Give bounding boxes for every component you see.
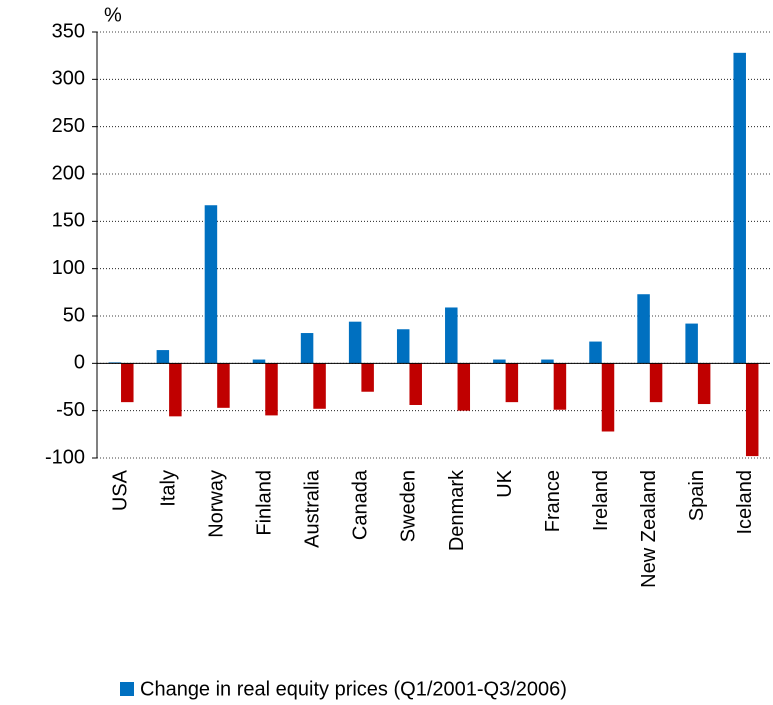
x-tick-label: Australia: [302, 469, 324, 548]
x-tick-label: Sweden: [398, 470, 420, 542]
x-tick-label: Ireland: [590, 470, 612, 531]
bar: [361, 363, 374, 392]
y-tick-label: 100: [52, 257, 85, 279]
legend-swatch: [120, 682, 134, 696]
bar: [601, 363, 615, 432]
y-tick-label: 200: [52, 162, 85, 184]
x-tick-label: France: [542, 470, 564, 532]
bar: [265, 363, 278, 416]
bar: [589, 341, 602, 364]
bar: [505, 363, 519, 403]
x-tick-label: Finland: [254, 470, 276, 536]
x-tick-label: USA: [109, 469, 131, 511]
bar: [685, 323, 698, 364]
bar: [300, 333, 314, 364]
y-tick-label: 250: [52, 115, 85, 137]
bar: [733, 52, 746, 364]
y-tick-label: 0: [74, 352, 85, 374]
bar: [252, 359, 266, 364]
bar: [217, 363, 230, 408]
bar: [445, 307, 458, 364]
bar: [409, 363, 422, 405]
bar: [493, 359, 506, 364]
y-tick-label: 300: [52, 68, 85, 90]
bar: [457, 363, 471, 411]
y-tick-label: 150: [52, 210, 85, 232]
bar: [348, 321, 362, 364]
bar: [649, 363, 663, 403]
bar: [745, 363, 759, 457]
x-tick-label: Spain: [686, 470, 708, 521]
y-tick-label: -50: [56, 399, 85, 421]
x-tick-label: UK: [494, 469, 516, 497]
bar: [396, 329, 410, 364]
bar: [169, 363, 182, 417]
legend-label: Change in real equity prices (Q1/2001-Q3…: [140, 678, 567, 700]
x-tick-label: Denmark: [446, 469, 468, 551]
bar: [637, 294, 650, 364]
bar: [541, 359, 554, 364]
y-tick-label: 350: [52, 20, 85, 42]
x-tick-label: Canada: [350, 469, 372, 540]
y-tick-label: -100: [45, 446, 85, 468]
x-tick-label: Norway: [205, 470, 227, 538]
y-axis-label: %: [104, 4, 122, 26]
bar: [156, 350, 170, 364]
x-tick-label: Italy: [157, 470, 179, 507]
bar: [313, 363, 326, 409]
bar: [697, 363, 711, 405]
y-tick-label: 50: [63, 304, 85, 326]
bar: [204, 205, 218, 364]
bar: [553, 363, 567, 410]
x-tick-label: Iceland: [734, 470, 756, 535]
x-tick-label: New Zealand: [638, 470, 660, 588]
bar: [121, 363, 134, 403]
